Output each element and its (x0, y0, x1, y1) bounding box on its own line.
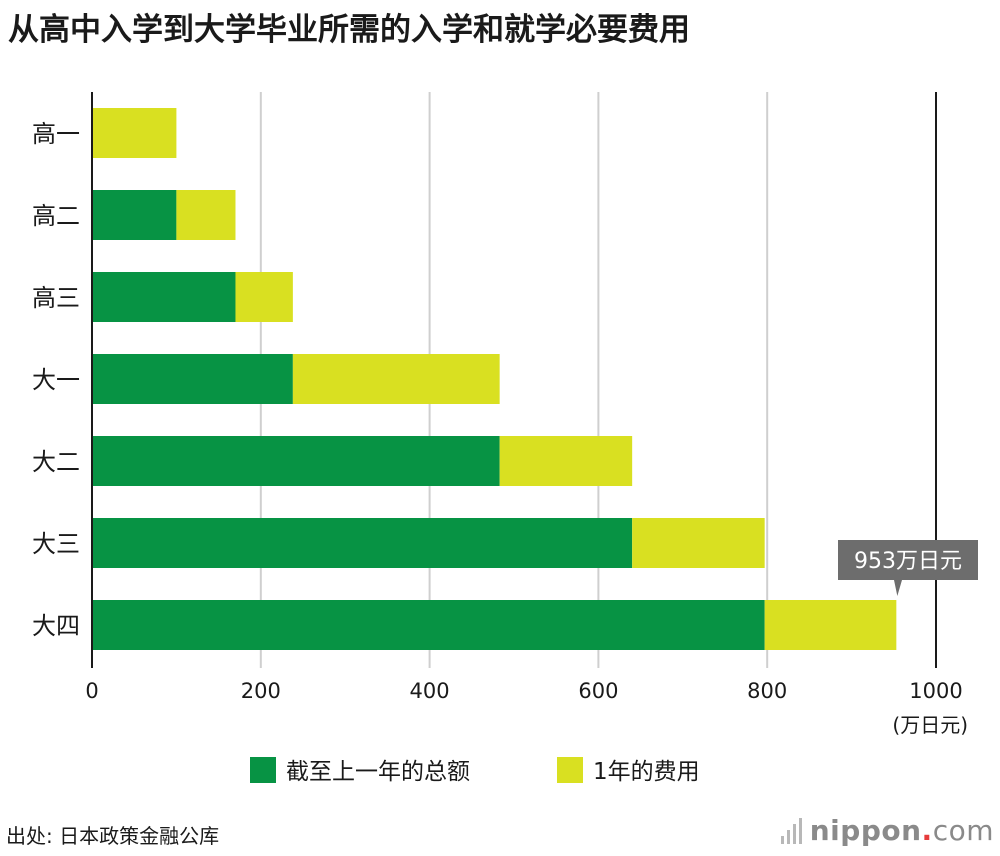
bar-cumulative (92, 518, 633, 568)
category-label: 高三 (32, 284, 80, 312)
nippon-logo: nippon.com (780, 814, 994, 847)
bar-annual (499, 436, 633, 486)
logo-bars-icon (780, 817, 802, 844)
x-tick-label: 0 (85, 679, 98, 703)
bar-cumulative (92, 600, 765, 650)
source-note: 出处: 日本政策金融公库 (6, 824, 220, 848)
bar-annual (632, 518, 765, 568)
chart-title: 从高中入学到大学毕业所需的入学和就学必要费用 (8, 12, 690, 48)
category-label: 高二 (32, 202, 80, 230)
bar-cumulative (92, 272, 236, 322)
category-label: 大二 (32, 448, 80, 476)
annotation-callout (838, 540, 978, 596)
x-tick-label: 800 (747, 679, 787, 703)
bar-annual (235, 272, 293, 322)
annotation-text: 953万日元 (854, 549, 962, 574)
bar-cumulative (92, 190, 177, 240)
category-label: 大三 (32, 530, 80, 558)
x-tick-label: 200 (241, 679, 281, 703)
legend-swatch-annual (557, 757, 583, 783)
x-unit-label: (万日元) (892, 713, 968, 737)
bar-annual (292, 354, 500, 404)
legend-swatch-cumulative (250, 757, 276, 783)
logo-text: nippon.com (809, 814, 994, 847)
bar-cumulative (92, 354, 293, 404)
legend-label-annual: 1年的费用 (593, 759, 700, 785)
bar-cumulative (92, 436, 500, 486)
x-tick-label: 600 (578, 679, 618, 703)
bar-annual (92, 108, 177, 158)
bar-annual (176, 190, 236, 240)
category-label: 大一 (32, 366, 80, 394)
category-label: 高一 (32, 120, 80, 148)
legend-label-cumulative: 截至上一年的总额 (286, 759, 470, 785)
category-label: 大四 (32, 612, 80, 640)
bar-annual (764, 600, 897, 650)
x-tick-label: 1000 (909, 679, 962, 703)
x-tick-label: 400 (410, 679, 450, 703)
